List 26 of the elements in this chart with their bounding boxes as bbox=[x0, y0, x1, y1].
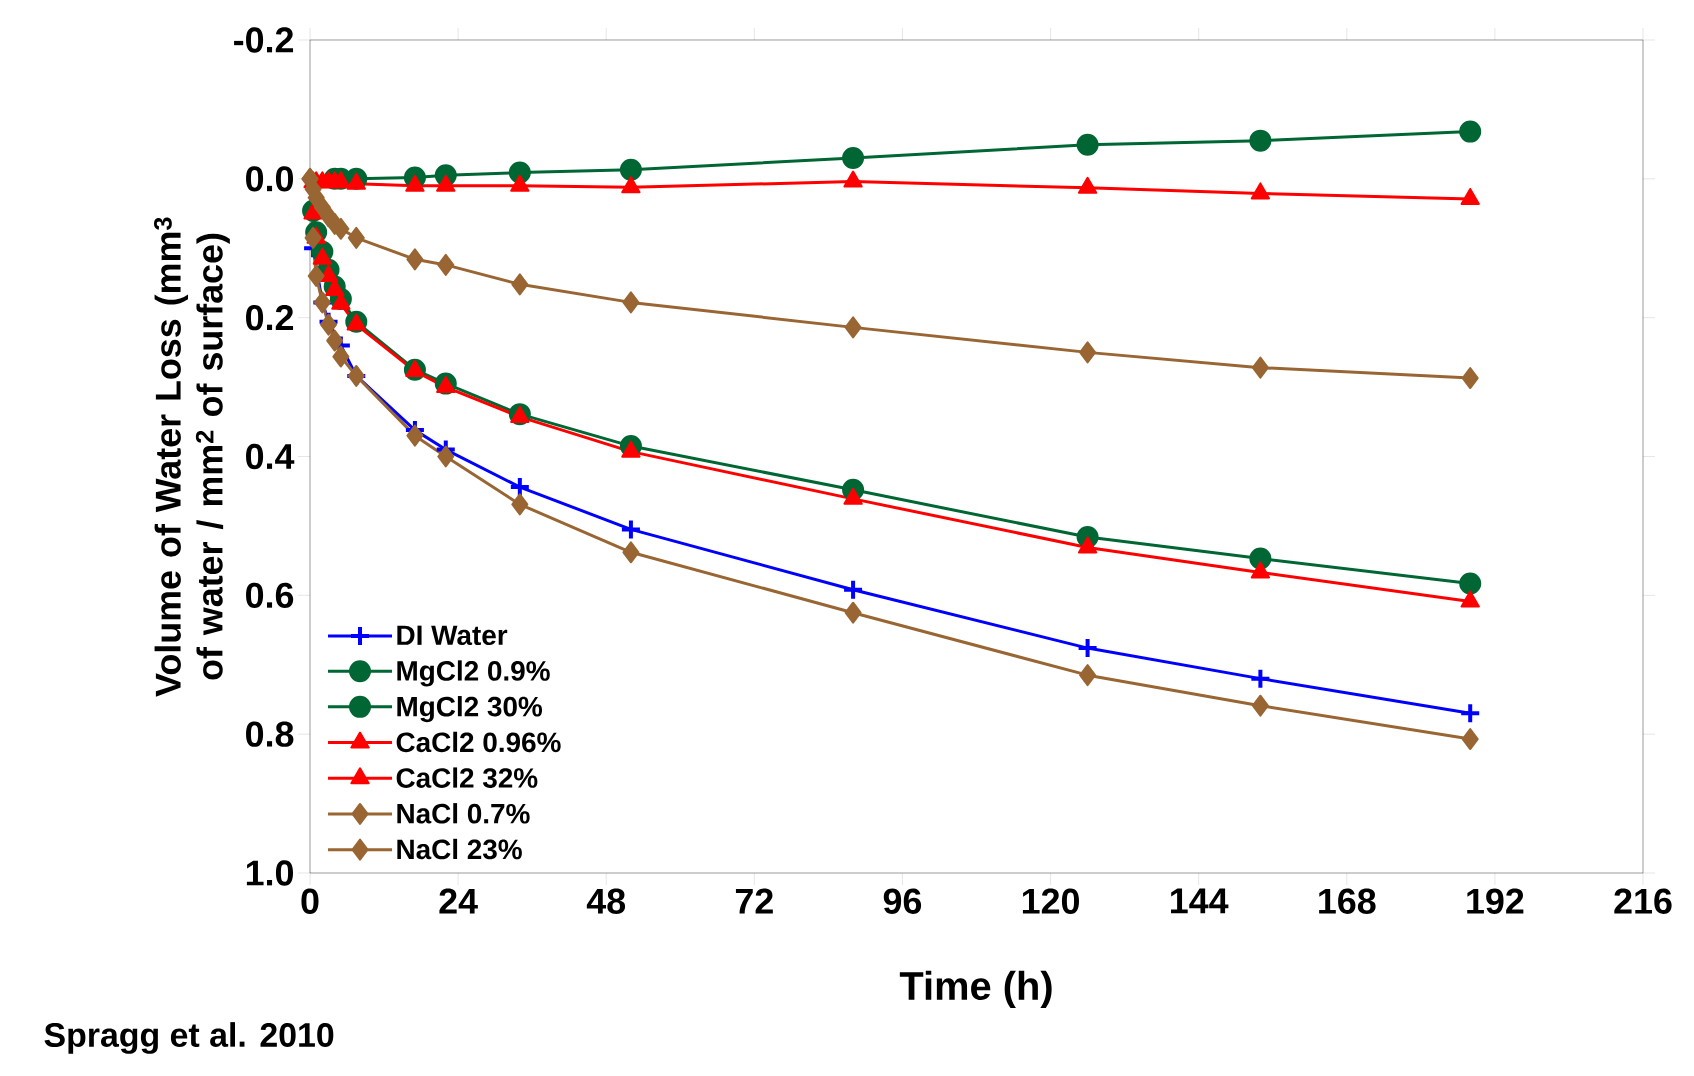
y-tick-label: 0.0 bbox=[246, 166, 294, 192]
text: Spragg et al. 2010 bbox=[44, 1022, 334, 1054]
x-tick-label: 72 bbox=[735, 888, 773, 914]
y-tick-label: 0.4 bbox=[246, 443, 295, 470]
x-axis-title: Time (h) bbox=[899, 970, 1052, 1008]
legend-label: MgCl2 0.9% bbox=[397, 660, 550, 687]
legend-label: NaCl 23% bbox=[397, 838, 522, 860]
legend-label: CaCl2 0.96% bbox=[396, 731, 561, 753]
legend-label: NaCl 0.7% bbox=[397, 803, 530, 824]
x-tick-label: 216 bbox=[1614, 888, 1672, 914]
x-tick-label: 120 bbox=[1022, 888, 1079, 914]
x-tick-label: 48 bbox=[586, 888, 626, 914]
x-tick-label: 0 bbox=[301, 888, 319, 914]
x-tick-label: 24 bbox=[439, 888, 478, 914]
legend-label: DI Water bbox=[397, 625, 508, 646]
y-tick-label: 0.2 bbox=[246, 304, 294, 331]
y-tick-label: 0.8 bbox=[246, 721, 294, 747]
y-tick-label: 0.6 bbox=[246, 582, 294, 609]
y-tick-label: -0.2 bbox=[234, 27, 294, 53]
x-tick-label: 96 bbox=[883, 888, 922, 914]
y-tick-label: 1.0 bbox=[246, 860, 294, 886]
x-tick-label: 168 bbox=[1319, 888, 1376, 914]
x-tick-label: 144 bbox=[1171, 888, 1229, 914]
legend-label: CaCl2 32% bbox=[396, 767, 538, 788]
x-tick-label: 192 bbox=[1467, 888, 1524, 914]
legend-label: MgCl2 30% bbox=[397, 696, 543, 723]
